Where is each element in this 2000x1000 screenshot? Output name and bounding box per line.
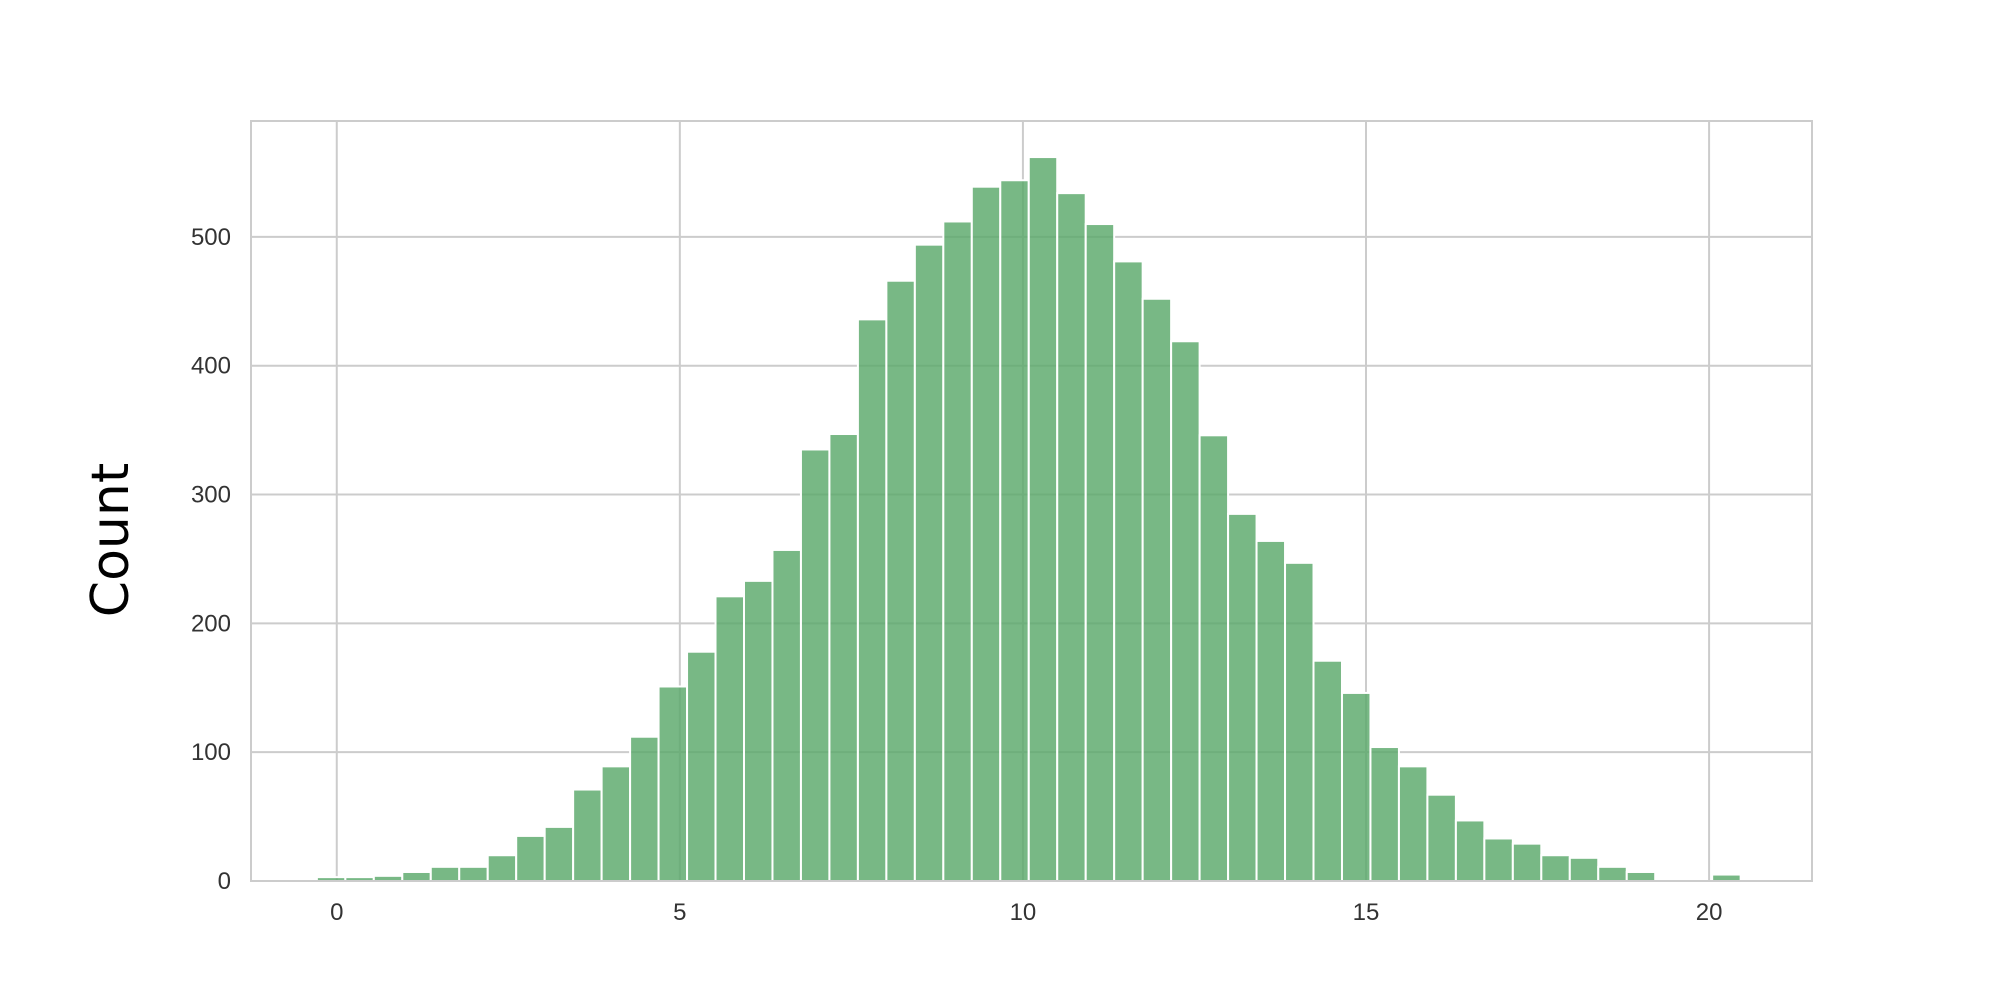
histogram-bar xyxy=(1170,340,1201,882)
x-tick-labels: 0 5 10 15 20 xyxy=(330,899,1722,926)
histogram-bar xyxy=(856,318,888,883)
y-tick-label: 200 xyxy=(191,610,231,637)
x-tick-label: 5 xyxy=(673,899,686,926)
histogram-bar xyxy=(828,433,859,882)
histogram-bar xyxy=(1312,659,1343,882)
histogram-bar xyxy=(1625,870,1657,882)
histogram-bar xyxy=(1511,842,1543,882)
histogram-bar xyxy=(486,854,518,883)
y-tick-label: 0 xyxy=(218,868,231,895)
histogram-bar xyxy=(1426,793,1457,882)
histogram-bar xyxy=(1597,865,1628,882)
x-tick-label: 0 xyxy=(330,899,343,926)
histogram-bar xyxy=(1084,223,1116,882)
y-axis-title: Count xyxy=(81,463,141,617)
histogram-bar xyxy=(429,865,461,882)
histogram-bar xyxy=(1397,765,1429,883)
histogram-bar xyxy=(543,825,575,883)
histogram-bar xyxy=(572,788,603,882)
histogram-bar xyxy=(1369,746,1400,882)
histogram-bar xyxy=(1056,192,1087,882)
histogram-bar xyxy=(657,685,689,882)
histogram-bar xyxy=(1568,856,1600,882)
plot-frame xyxy=(250,120,1813,882)
histogram-bar xyxy=(1483,837,1514,882)
histogram-bar xyxy=(771,548,802,882)
histogram-bar xyxy=(515,834,546,883)
histogram-bar xyxy=(743,579,774,882)
histogram-bar xyxy=(913,243,945,882)
histogram-bar xyxy=(799,448,831,882)
y-tick-label: 400 xyxy=(191,353,231,380)
histogram-bar xyxy=(1340,691,1372,882)
histogram-bar xyxy=(970,185,1002,883)
y-tick-label: 100 xyxy=(191,739,231,766)
histogram-bar xyxy=(1141,297,1173,883)
histogram-bar xyxy=(999,179,1030,883)
histogram-bar xyxy=(686,650,717,882)
y-tick-label: 300 xyxy=(191,482,231,509)
x-tick-label: 10 xyxy=(1010,899,1037,926)
histogram-bar xyxy=(401,870,432,882)
histogram-bar xyxy=(1227,512,1258,882)
histogram-bar xyxy=(1027,156,1059,882)
histogram-bar xyxy=(1198,434,1230,882)
histogram-bar xyxy=(458,865,489,882)
histogram-bar xyxy=(885,279,916,882)
y-tick-label: 500 xyxy=(191,224,231,251)
histogram-bar xyxy=(1284,561,1315,882)
histogram-bar xyxy=(600,765,632,883)
histogram-bar xyxy=(629,735,660,882)
histogram-bar xyxy=(1113,260,1144,882)
bars xyxy=(315,156,1742,883)
histogram-bar xyxy=(714,595,746,882)
histogram-bar xyxy=(1454,819,1486,883)
histogram-bar xyxy=(1255,539,1287,882)
x-tick-label: 15 xyxy=(1353,899,1380,926)
histogram-bar xyxy=(942,220,973,883)
histogram-bar xyxy=(1540,854,1571,883)
x-tick-label: 20 xyxy=(1696,899,1723,926)
y-tick-labels: 0 100 200 300 400 500 xyxy=(191,224,231,895)
